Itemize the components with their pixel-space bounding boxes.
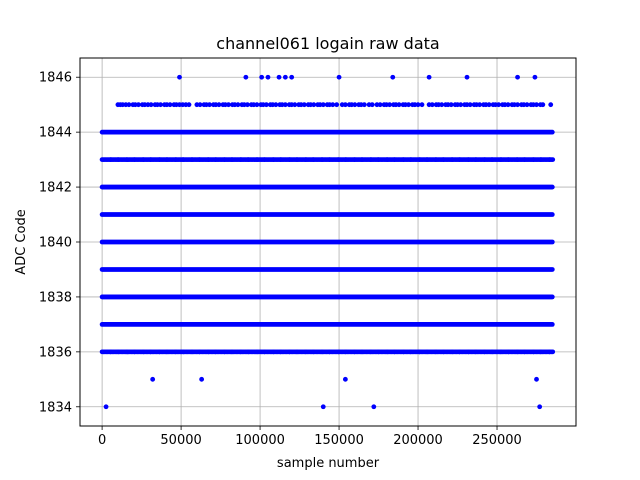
- x-tick-label: 100000: [235, 433, 285, 448]
- data-point: [550, 157, 556, 163]
- data-point: [320, 102, 326, 108]
- data-point: [352, 102, 358, 108]
- data-point: [458, 102, 464, 108]
- outlier-point: [265, 74, 271, 80]
- data-point: [406, 102, 411, 108]
- outlier-point: [537, 404, 543, 410]
- data-point: [167, 102, 173, 108]
- data-point: [197, 102, 203, 108]
- outlier-point: [426, 74, 432, 80]
- data-point: [419, 102, 425, 108]
- y-tick-label: 1846: [39, 71, 72, 86]
- data-point: [254, 102, 260, 108]
- outlier-point: [534, 376, 539, 382]
- y-tick-label: 1836: [39, 345, 72, 360]
- outlier-point: [150, 376, 156, 382]
- data-point: [216, 102, 222, 108]
- data-point: [263, 102, 269, 108]
- data-point: [148, 102, 154, 108]
- data-point: [301, 102, 307, 108]
- data-point: [448, 102, 454, 108]
- data-point: [235, 102, 241, 108]
- outlier-point: [282, 74, 288, 80]
- data-band: [99, 129, 555, 135]
- data-point: [292, 102, 298, 108]
- data-band: [99, 294, 555, 300]
- data-point: [496, 102, 501, 108]
- data-point: [334, 102, 340, 108]
- data-point: [226, 102, 231, 108]
- data-band: [99, 239, 555, 245]
- y-tick-label: 1834: [39, 400, 72, 415]
- outlier-point: [515, 74, 520, 80]
- data-point: [245, 102, 250, 108]
- outlier-point: [276, 74, 282, 80]
- data-point: [515, 102, 520, 108]
- x-axis-ticks: 0 50000 100000 150000 200000 250000: [98, 426, 522, 448]
- data-point: [136, 102, 141, 108]
- outlier-point: [259, 74, 265, 80]
- x-tick-label: 250000: [472, 433, 522, 448]
- outlier-point: [464, 74, 470, 80]
- y-axis-ticks: 1834 1836 1838 1840 1842 1844 1846: [39, 71, 80, 415]
- x-axis-label: sample number: [277, 456, 380, 471]
- data-point: [282, 102, 288, 108]
- data-points: [99, 74, 556, 410]
- y-axis-label: ADC Code: [14, 209, 29, 274]
- y-tick-label: 1844: [39, 126, 72, 141]
- data-point: [524, 102, 530, 108]
- data-band: [99, 212, 555, 217]
- data-point: [467, 102, 473, 108]
- data-point: [540, 102, 546, 108]
- data-band: [99, 267, 555, 272]
- outlier-point: [342, 376, 348, 382]
- data-point: [273, 102, 279, 108]
- outlier-point: [103, 404, 109, 410]
- data-point: [369, 102, 375, 108]
- outlier-point: [532, 74, 538, 80]
- x-tick-label: 50000: [160, 433, 201, 448]
- data-band: [99, 321, 555, 327]
- outlier-point: [336, 74, 342, 80]
- x-tick-label: 0: [98, 433, 106, 448]
- data-point: [126, 102, 132, 108]
- data-point: [207, 102, 212, 108]
- data-point: [158, 102, 163, 108]
- x-tick-label: 200000: [393, 433, 443, 448]
- data-point: [330, 102, 336, 108]
- outlier-point: [289, 74, 295, 80]
- data-point: [186, 102, 192, 108]
- data-point: [477, 102, 483, 108]
- chart-title: channel061 logain raw data: [216, 34, 439, 53]
- y-tick-label: 1838: [39, 290, 72, 305]
- data-point: [342, 102, 348, 108]
- data-band: [99, 184, 555, 190]
- data-point: [396, 102, 402, 108]
- outlier-point: [177, 74, 182, 80]
- data-point: [311, 102, 317, 108]
- data-point: [377, 102, 383, 108]
- outlier-point: [371, 404, 377, 410]
- data-point: [387, 102, 393, 108]
- outlier-point: [199, 376, 205, 382]
- data-point: [505, 102, 511, 108]
- data-point: [415, 102, 421, 108]
- x-tick-label: 150000: [314, 433, 364, 448]
- data-point: [439, 102, 445, 108]
- outlier-point: [243, 74, 249, 80]
- data-point: [550, 349, 556, 355]
- data-point: [534, 102, 539, 108]
- outlier-point: [390, 74, 396, 80]
- data-point: [361, 102, 367, 108]
- data-point: [429, 102, 435, 108]
- data-point: [548, 102, 554, 108]
- outlier-point: [320, 404, 326, 410]
- data-point: [486, 102, 492, 108]
- y-tick-label: 1842: [39, 181, 72, 196]
- y-tick-label: 1840: [39, 236, 72, 251]
